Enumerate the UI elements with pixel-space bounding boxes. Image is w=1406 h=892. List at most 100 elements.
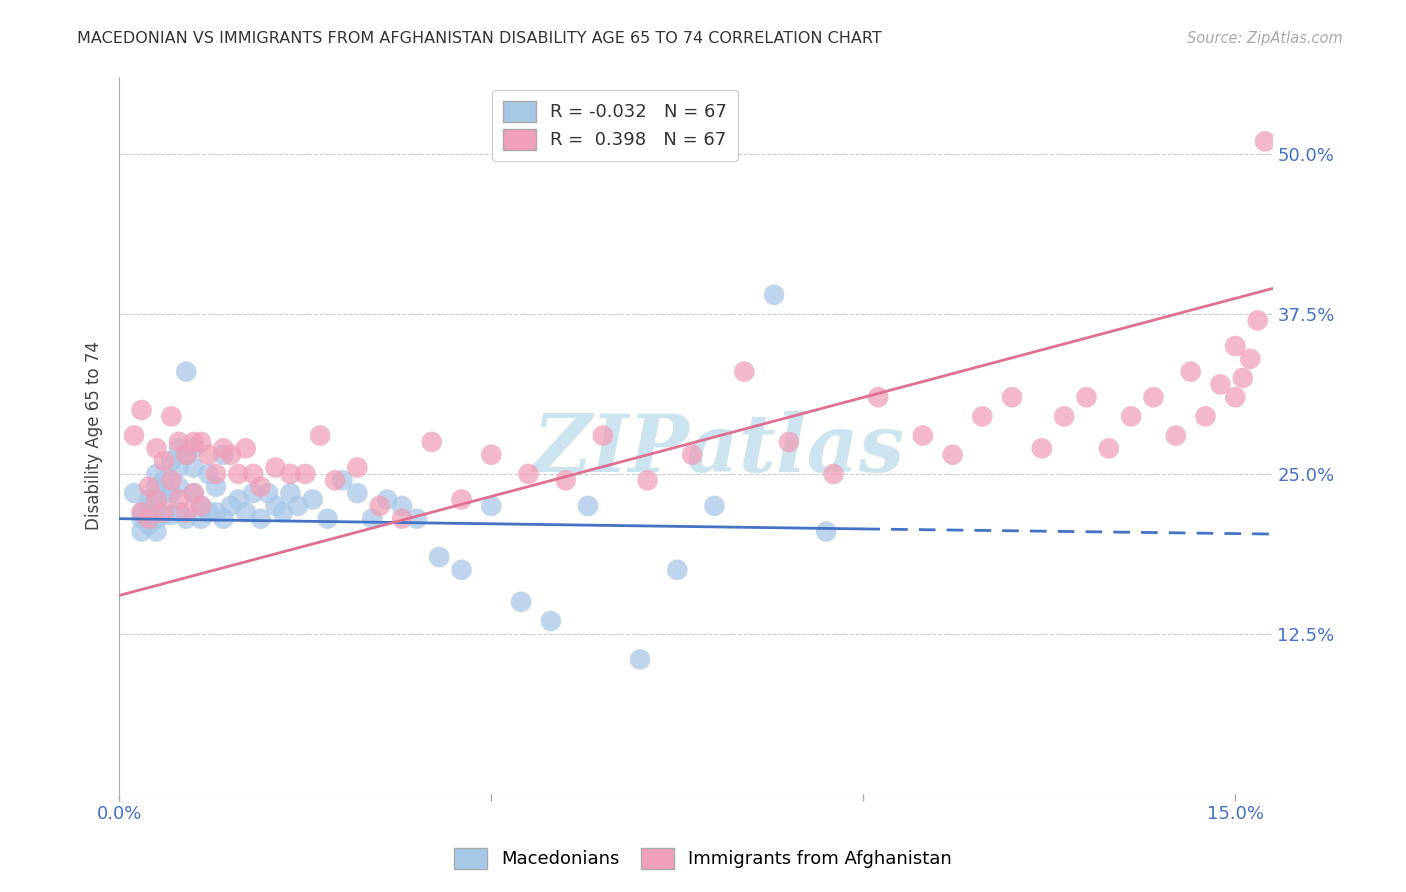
Point <box>309 428 332 442</box>
Point <box>138 518 160 533</box>
Point <box>280 486 302 500</box>
Point <box>1225 390 1247 404</box>
Point <box>264 499 287 513</box>
Point <box>122 428 145 442</box>
Text: ZIPatlas: ZIPatlas <box>533 411 905 489</box>
Point <box>145 511 167 525</box>
Point <box>219 448 242 462</box>
Point <box>271 505 294 519</box>
Point <box>346 486 368 500</box>
Point <box>183 434 205 449</box>
Point <box>174 448 197 462</box>
Point <box>167 460 190 475</box>
Point <box>763 288 786 302</box>
Point <box>228 467 250 481</box>
Point <box>510 595 533 609</box>
Point <box>540 614 562 628</box>
Point <box>815 524 838 539</box>
Point <box>450 492 472 507</box>
Point <box>1164 428 1187 442</box>
Point <box>167 442 190 456</box>
Point <box>153 454 176 468</box>
Point <box>316 511 339 525</box>
Legend: R = -0.032   N = 67, R =  0.398   N = 67: R = -0.032 N = 67, R = 0.398 N = 67 <box>492 90 738 161</box>
Point <box>197 505 219 519</box>
Point <box>391 499 413 513</box>
Point <box>1121 409 1143 424</box>
Point <box>1098 442 1121 456</box>
Point <box>145 524 167 539</box>
Point <box>406 511 429 525</box>
Point <box>242 486 264 500</box>
Y-axis label: Disability Age 65 to 74: Disability Age 65 to 74 <box>86 341 103 530</box>
Point <box>122 486 145 500</box>
Point <box>138 492 160 507</box>
Point <box>197 448 219 462</box>
Point <box>131 403 153 417</box>
Point <box>1254 135 1277 149</box>
Point <box>145 505 167 519</box>
Point <box>391 511 413 525</box>
Point <box>249 480 271 494</box>
Point <box>1194 409 1216 424</box>
Point <box>183 442 205 456</box>
Point <box>301 492 323 507</box>
Point <box>942 448 965 462</box>
Point <box>131 524 153 539</box>
Point <box>427 550 450 565</box>
Point <box>197 467 219 481</box>
Point <box>235 505 257 519</box>
Point <box>183 460 205 475</box>
Point <box>190 499 212 513</box>
Point <box>145 467 167 481</box>
Point <box>972 409 994 424</box>
Point <box>681 448 703 462</box>
Point <box>450 563 472 577</box>
Point <box>131 505 153 519</box>
Point <box>138 480 160 494</box>
Point <box>153 473 176 487</box>
Point <box>733 365 755 379</box>
Point <box>249 511 271 525</box>
Point <box>153 486 176 500</box>
Point <box>420 434 443 449</box>
Point <box>190 434 212 449</box>
Point <box>1225 339 1247 353</box>
Point <box>228 492 250 507</box>
Point <box>368 499 391 513</box>
Point <box>205 467 228 481</box>
Point <box>823 467 845 481</box>
Text: Source: ZipAtlas.com: Source: ZipAtlas.com <box>1187 31 1343 46</box>
Point <box>167 505 190 519</box>
Point <box>257 486 280 500</box>
Point <box>1232 371 1254 385</box>
Point <box>138 499 160 513</box>
Point <box>138 508 160 522</box>
Point <box>160 473 183 487</box>
Point <box>190 499 212 513</box>
Point <box>153 505 176 519</box>
Point <box>778 434 800 449</box>
Point <box>1209 377 1232 392</box>
Point <box>145 492 167 507</box>
Point <box>666 563 689 577</box>
Point <box>592 428 614 442</box>
Point <box>554 473 576 487</box>
Point <box>264 460 287 475</box>
Point <box>174 511 197 525</box>
Point <box>212 448 235 462</box>
Legend: Macedonians, Immigrants from Afghanistan: Macedonians, Immigrants from Afghanistan <box>447 840 959 876</box>
Point <box>517 467 540 481</box>
Point <box>1053 409 1076 424</box>
Point <box>190 511 212 525</box>
Point <box>280 467 302 481</box>
Point <box>332 473 354 487</box>
Point <box>1031 442 1053 456</box>
Point <box>1076 390 1098 404</box>
Point <box>145 495 167 509</box>
Point <box>183 486 205 500</box>
Point <box>131 505 153 519</box>
Point <box>174 448 197 462</box>
Point <box>138 511 160 525</box>
Point <box>375 492 398 507</box>
